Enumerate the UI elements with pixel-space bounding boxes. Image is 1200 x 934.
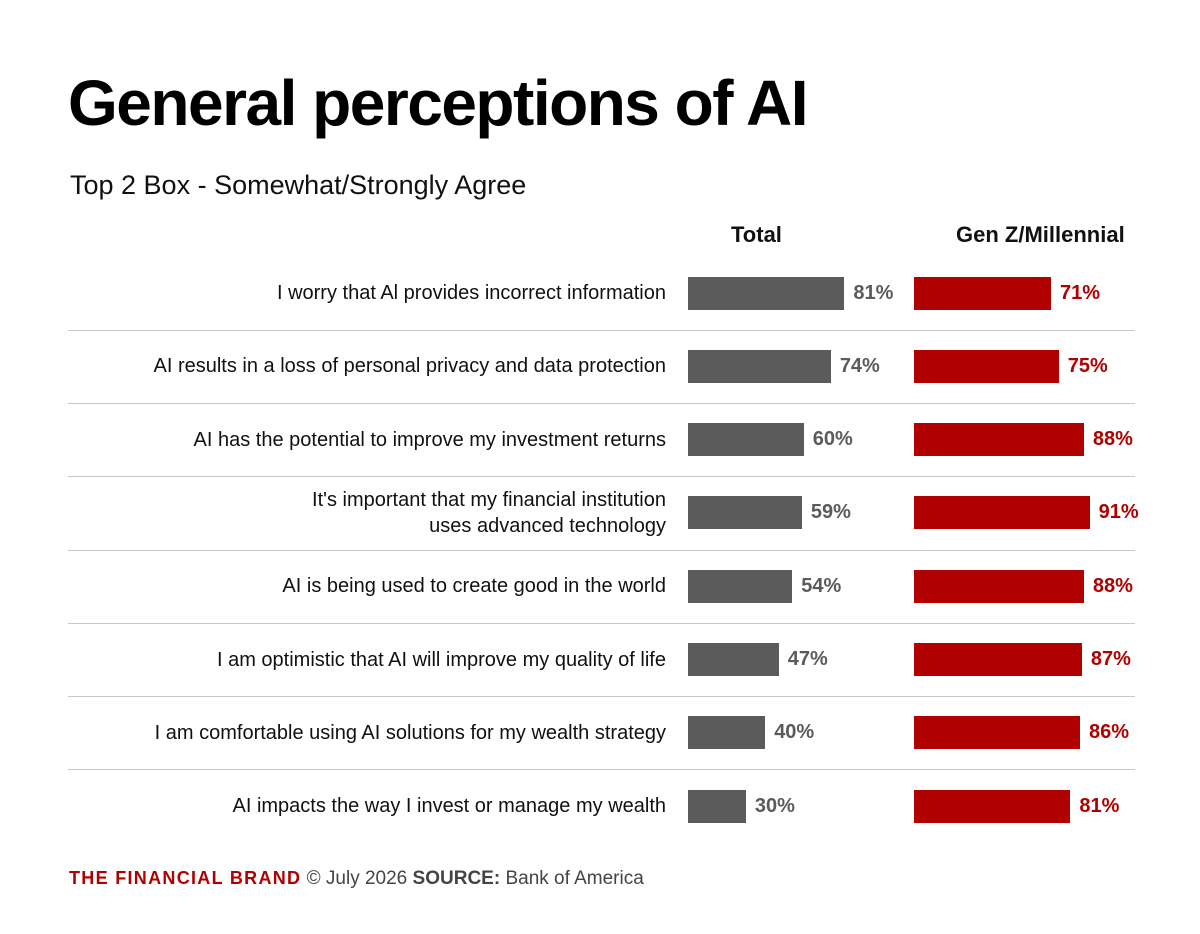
category-label: I am optimistic that AI will improve my …	[216, 648, 666, 671]
bar-total	[688, 276, 845, 310]
row-divider	[68, 476, 1135, 478]
bar-total	[688, 643, 779, 676]
footer: THE FINANCIAL BRAND © July 2026 SOURCE: …	[69, 868, 644, 890]
value-label-genz: 81%	[1079, 794, 1120, 817]
category-label: AI is being used to create good in the w…	[282, 575, 666, 598]
value-label-total: 40%	[774, 721, 815, 744]
bar-genz	[914, 643, 1082, 676]
row-divider	[68, 402, 1135, 404]
row-divider	[68, 696, 1135, 698]
bar-total	[688, 423, 804, 457]
value-label-total: 47%	[787, 648, 828, 670]
footer-date: © July 2026	[306, 868, 408, 889]
bar-total	[688, 716, 766, 750]
bar-genz	[914, 496, 1090, 530]
value-label-genz: 75%	[1067, 354, 1108, 377]
row-divider	[68, 622, 1135, 624]
value-label-genz: 71%	[1060, 281, 1101, 304]
row-divider	[68, 549, 1135, 551]
bar-genz	[914, 789, 1071, 823]
value-label-genz: 91%	[1098, 501, 1139, 524]
source-name: Bank of America	[505, 868, 644, 889]
bar-total	[688, 569, 793, 603]
value-label-total: 54%	[801, 574, 842, 597]
row-divider	[68, 769, 1135, 771]
bar-genz	[914, 716, 1080, 750]
row-divider	[68, 329, 1135, 331]
bar-genz	[914, 349, 1059, 383]
chart-subtitle: Top 2 Box - Somewhat/Strongly Agree	[70, 170, 527, 200]
category-label: AI has the potential to improve my inves…	[193, 428, 666, 451]
value-label-total: 60%	[812, 428, 853, 451]
bar-total	[688, 349, 831, 383]
bar-total	[688, 496, 802, 530]
brand-logo-text: THE FINANCIAL BRAND	[69, 868, 302, 888]
category-label: I worry that Al provides incorrect infor…	[276, 282, 666, 304]
value-label-total: 59%	[810, 501, 851, 524]
value-label-total: 30%	[754, 794, 795, 817]
bar-genz	[914, 569, 1084, 603]
source-label: SOURCE:	[412, 868, 501, 889]
value-label-genz: 87%	[1090, 648, 1131, 670]
category-label: AI impacts the way I invest or manage my…	[232, 795, 666, 818]
category-label: It's important that my financial institu…	[312, 488, 666, 537]
category-label: I am comfortable using AI solutions for …	[154, 721, 666, 744]
bar-genz	[914, 276, 1052, 310]
bar-genz	[914, 423, 1084, 457]
value-label-genz: 88%	[1092, 574, 1133, 597]
column-header-total: Total	[731, 222, 782, 247]
value-label-genz: 86%	[1088, 721, 1129, 744]
value-label-total: 81%	[853, 281, 894, 304]
category-label: AI results in a loss of personal privacy…	[153, 355, 667, 378]
bar-total	[688, 789, 746, 823]
value-label-total: 74%	[839, 354, 880, 377]
value-label-genz: 88%	[1092, 428, 1133, 451]
column-header-genz: Gen Z/Millennial	[956, 222, 1125, 247]
chart-title: General perceptions of AI	[68, 67, 808, 139]
